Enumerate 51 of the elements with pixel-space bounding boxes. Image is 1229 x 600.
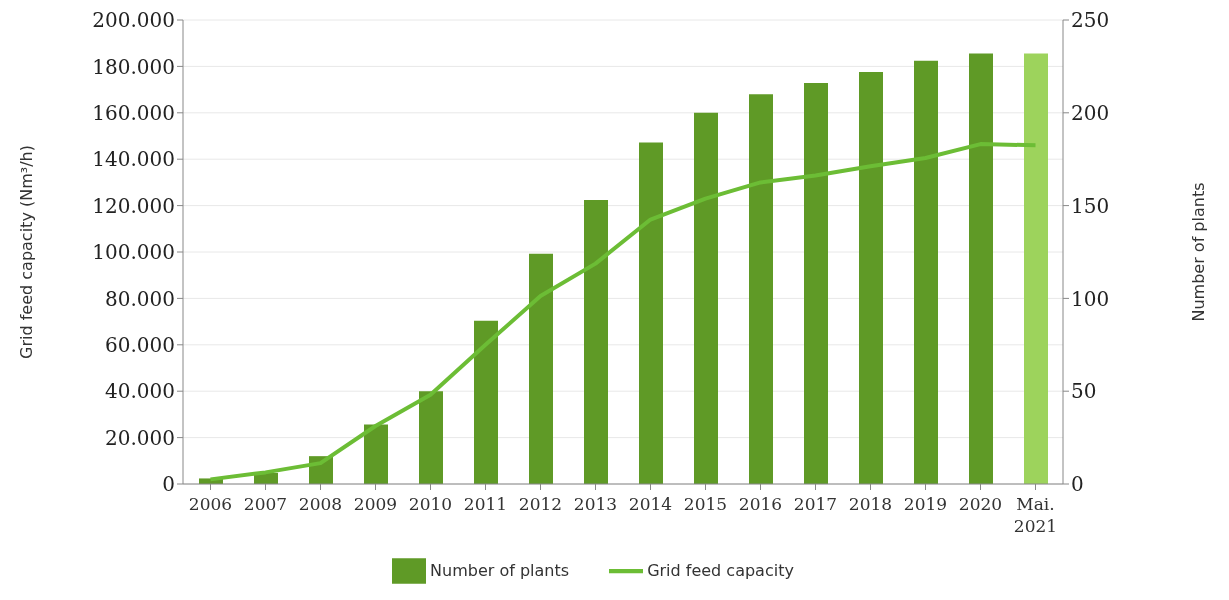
x-tick-label: Mai. 2021 [1013, 494, 1058, 536]
x-tick-label: 2016 [738, 494, 783, 514]
y-tick-label: 0 [162, 472, 175, 497]
y-tick-label: 180.000 [92, 54, 175, 79]
y-tick-label: 20.000 [105, 425, 175, 450]
x-tick-label: 2006 [188, 494, 233, 514]
x-tick-label: 2009 [353, 494, 398, 514]
x-tick-label: 2012 [518, 494, 563, 514]
x-tick-label: 2013 [573, 494, 618, 514]
x-tick-label: 2017 [793, 494, 838, 514]
bar [969, 53, 993, 484]
y2-tick-label: 200 [1071, 100, 1110, 125]
y-tick-label: 100.000 [92, 240, 175, 265]
bar [529, 253, 553, 484]
y-tick-label: 200.000 [92, 8, 175, 33]
y-tick-label: 40.000 [105, 379, 175, 404]
bar [419, 391, 443, 484]
bar [804, 83, 828, 484]
x-tick-label: 2019 [903, 494, 948, 514]
legend-label: Grid feed capacity [647, 560, 794, 580]
y2-tick-label: 250 [1071, 8, 1110, 33]
x-tick-label: 2008 [298, 494, 343, 514]
legend-label: Number of plants [430, 560, 570, 580]
line-series [208, 142, 1038, 482]
y-tick-label: 120.000 [92, 193, 175, 218]
y-axis-title: Grid feed capacity (Nm³/h) [16, 145, 36, 359]
bar [474, 320, 498, 484]
y2-tick-label: 50 [1071, 379, 1097, 404]
y2-axis-title: Number of plants [1188, 182, 1208, 322]
bar [639, 142, 663, 484]
y-tick-label: 140.000 [92, 147, 175, 172]
x-tick-label: 2015 [683, 494, 728, 514]
bar [749, 94, 773, 484]
y-tick-label: 80.000 [105, 286, 175, 311]
bar [364, 424, 388, 484]
bar [859, 71, 883, 484]
y-tick-label: 60.000 [105, 332, 175, 357]
x-tick-label: 2020 [958, 494, 1003, 514]
y2-tick-label: 100 [1071, 286, 1110, 311]
bar [584, 200, 608, 484]
x-tick-label: 2010 [408, 494, 453, 514]
x-tick-label: 2014 [628, 494, 673, 514]
x-tick-label: 2007 [243, 494, 288, 514]
x-tick-label: 2018 [848, 494, 893, 514]
y-tick-label: 160.000 [92, 100, 175, 125]
bar [1024, 53, 1048, 484]
bar [914, 60, 938, 484]
x-tick-label: 2011 [463, 494, 508, 514]
bar [694, 112, 718, 484]
y2-tick-label: 0 [1071, 472, 1084, 497]
y2-tick-label: 150 [1071, 193, 1110, 218]
